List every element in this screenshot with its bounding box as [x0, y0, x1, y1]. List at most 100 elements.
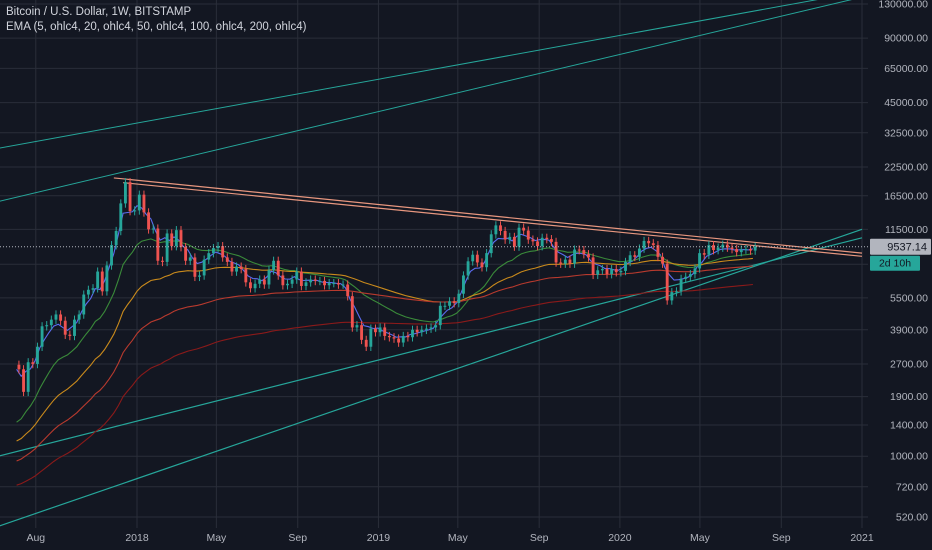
candle-body[interactable]	[336, 283, 340, 285]
candle-body[interactable]	[397, 338, 401, 343]
candle-body[interactable]	[485, 253, 489, 268]
candle-body[interactable]	[675, 291, 678, 293]
candle-body[interactable]	[244, 269, 248, 283]
candle-body[interactable]	[133, 210, 137, 212]
candle-body[interactable]	[577, 249, 581, 251]
candle-body[interactable]	[415, 329, 419, 333]
candle-body[interactable]	[573, 249, 577, 264]
candle-body[interactable]	[151, 228, 155, 230]
candle-body[interactable]	[184, 247, 188, 261]
candle-body[interactable]	[142, 194, 146, 213]
channel-upper-line[interactable]	[0, 0, 862, 202]
candle-body[interactable]	[100, 271, 104, 292]
candle-body[interactable]	[68, 334, 72, 336]
candle-body[interactable]	[475, 254, 479, 263]
candle-body[interactable]	[369, 328, 373, 347]
candle-body[interactable]	[383, 327, 387, 336]
candle-body[interactable]	[443, 305, 447, 307]
candle-body[interactable]	[211, 248, 215, 254]
candle-body[interactable]	[239, 266, 243, 270]
candle-body[interactable]	[327, 283, 331, 286]
candle-body[interactable]	[526, 230, 530, 240]
candle-body[interactable]	[299, 271, 303, 286]
candle-body[interactable]	[364, 339, 368, 347]
candle-body[interactable]	[128, 182, 132, 212]
candle-body[interactable]	[624, 261, 627, 271]
candle-body[interactable]	[40, 326, 44, 347]
candle-body[interactable]	[341, 284, 345, 286]
candle-body[interactable]	[225, 257, 229, 262]
candle-body[interactable]	[374, 328, 377, 333]
candle-body[interactable]	[346, 284, 350, 297]
candle-body[interactable]	[309, 279, 313, 283]
candle-body[interactable]	[466, 261, 470, 276]
candle-body[interactable]	[179, 230, 183, 248]
candle-body[interactable]	[350, 296, 354, 328]
candle-body[interactable]	[698, 253, 702, 269]
candle-body[interactable]	[688, 274, 692, 277]
candle-body[interactable]	[105, 265, 109, 292]
candle-body[interactable]	[610, 269, 614, 275]
candle-body[interactable]	[628, 255, 632, 262]
candle-body[interactable]	[651, 243, 655, 246]
candle-body[interactable]	[26, 362, 30, 392]
candle-body[interactable]	[712, 245, 715, 251]
candle-body[interactable]	[272, 260, 276, 271]
candle-body[interactable]	[499, 225, 502, 231]
candle-body[interactable]	[207, 253, 211, 260]
candle-body[interactable]	[730, 247, 734, 250]
candle-body[interactable]	[707, 245, 711, 255]
candle-body[interactable]	[170, 233, 174, 247]
candle-body[interactable]	[429, 327, 433, 329]
candle-body[interactable]	[49, 319, 53, 326]
candle-body[interactable]	[17, 364, 21, 370]
candle-body[interactable]	[448, 301, 451, 306]
candle-body[interactable]	[716, 247, 720, 251]
candle-body[interactable]	[656, 245, 660, 257]
candle-body[interactable]	[401, 335, 405, 343]
candle-body[interactable]	[59, 314, 63, 321]
candle-body[interactable]	[424, 328, 428, 330]
candle-body[interactable]	[684, 276, 688, 279]
candle-body[interactable]	[549, 239, 553, 242]
candle-body[interactable]	[457, 293, 461, 304]
candle-body[interactable]	[156, 228, 160, 261]
candle-body[interactable]	[503, 230, 507, 240]
candle-body[interactable]	[96, 271, 100, 289]
candle-body[interactable]	[198, 275, 201, 277]
candle-body[interactable]	[73, 319, 76, 336]
candle-body[interactable]	[540, 237, 544, 247]
candle-body[interactable]	[494, 225, 498, 235]
candle-body[interactable]	[438, 305, 442, 326]
candle-body[interactable]	[434, 325, 438, 328]
candle-body[interactable]	[262, 279, 266, 285]
candle-body[interactable]	[258, 279, 262, 284]
candle-body[interactable]	[642, 240, 646, 249]
candle-body[interactable]	[188, 257, 192, 261]
candle-body[interactable]	[568, 259, 572, 264]
candle-body[interactable]	[36, 346, 39, 364]
candle-body[interactable]	[587, 254, 590, 258]
candle-body[interactable]	[559, 262, 563, 264]
candle-body[interactable]	[165, 233, 169, 262]
candle-body[interactable]	[360, 325, 364, 340]
candle-body[interactable]	[462, 275, 465, 294]
candle-body[interactable]	[702, 253, 706, 255]
candle-body[interactable]	[517, 227, 521, 247]
candle-body[interactable]	[193, 257, 197, 277]
candle-body[interactable]	[531, 239, 535, 242]
candle-body[interactable]	[596, 270, 600, 275]
candle-body[interactable]	[286, 283, 289, 286]
candle-body[interactable]	[392, 337, 396, 339]
candle-body[interactable]	[661, 256, 664, 264]
candle-body[interactable]	[721, 244, 725, 248]
candle-body[interactable]	[563, 259, 567, 264]
candle-body[interactable]	[313, 279, 317, 281]
candle-body[interactable]	[276, 260, 280, 276]
candle-body[interactable]	[174, 230, 178, 247]
candle-body[interactable]	[230, 261, 234, 272]
support-trendline[interactable]	[0, 237, 863, 457]
candle-body[interactable]	[31, 362, 35, 364]
ema-indicator-label[interactable]: EMA (5, ohlc4, 20, ohlc4, 50, ohlc4, 100…	[6, 21, 307, 33]
